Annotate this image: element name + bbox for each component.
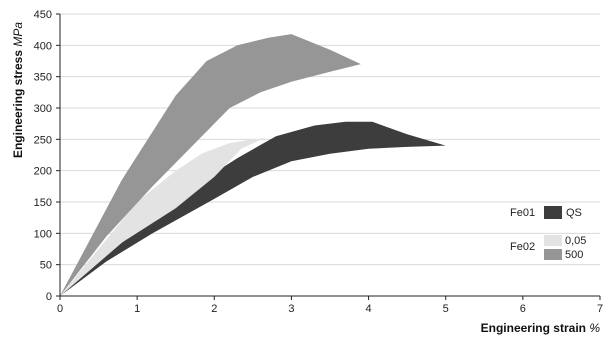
x-tick-label-3: 3 xyxy=(288,303,294,315)
y-tick-label-350: 350 xyxy=(34,72,52,84)
legend-swatch-qs xyxy=(544,206,562,219)
tick-labels: 0 50 100 150 200 250 300 350 400 450 0 1 2 3 4 5 6 7 xyxy=(34,9,603,315)
series-area-fe02-500 xyxy=(60,34,361,296)
x-tick-label-4: 4 xyxy=(366,303,372,315)
y-tick-label-400: 400 xyxy=(34,40,52,52)
x-tick-label-0: 0 xyxy=(57,303,63,315)
x-tick-label-5: 5 xyxy=(443,303,449,315)
series-area-fe01-qs xyxy=(60,121,446,296)
x-tick-label-1: 1 xyxy=(134,303,140,315)
x-tick-label-6: 6 xyxy=(520,303,526,315)
x-tick-label-2: 2 xyxy=(211,303,217,315)
y-tick-label-200: 200 xyxy=(34,166,52,178)
legend-group-label-fe01: Fe01 xyxy=(510,207,535,219)
legend-entry-qs: QS xyxy=(566,207,582,219)
x-axis-title: Engineering strain % xyxy=(481,321,601,335)
series-areas xyxy=(60,34,446,296)
y-tick-label-150: 150 xyxy=(34,197,52,209)
series-area-fe02-005 xyxy=(60,138,265,296)
legend-swatch-500 xyxy=(544,249,562,260)
legend-entry-005: 0,05 xyxy=(565,235,586,247)
y-tick-label-250: 250 xyxy=(34,134,52,146)
y-tick-label-300: 300 xyxy=(34,103,52,115)
legend-swatch-005 xyxy=(544,235,562,246)
legend-entry-500: 500 xyxy=(565,249,583,261)
legend-group-label-fe02: Fe02 xyxy=(510,241,535,253)
y-axis-title: Engineering stress MPa xyxy=(11,22,25,158)
y-tick-label-50: 50 xyxy=(40,260,52,272)
y-tick-label-100: 100 xyxy=(34,228,52,240)
x-tick-label-7: 7 xyxy=(597,303,603,315)
legend: Fe01 QS Fe02 0,05 500 xyxy=(510,206,586,261)
y-tick-label-450: 450 xyxy=(34,9,52,21)
y-tick-label-0: 0 xyxy=(46,291,52,303)
axes xyxy=(59,14,600,297)
